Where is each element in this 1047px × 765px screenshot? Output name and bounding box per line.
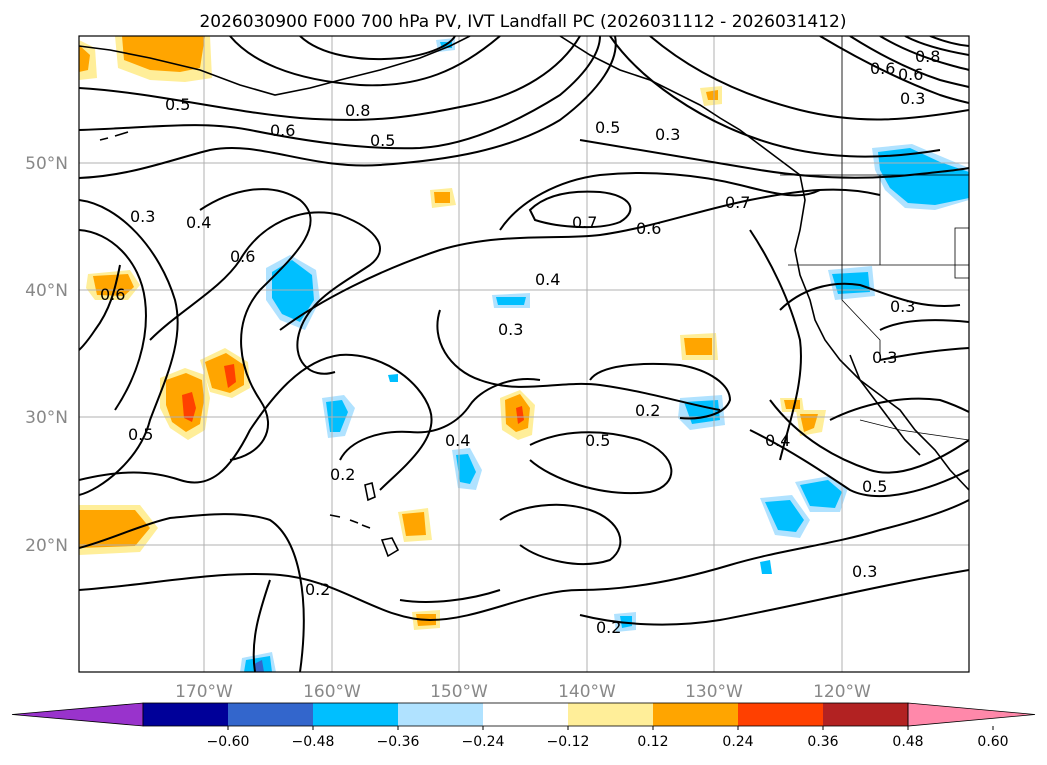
colorbar-extend-high <box>907 702 1036 727</box>
colorbar-tick-label: −0.60 <box>207 734 250 750</box>
lon-label: 170°W <box>175 682 233 702</box>
colorbar-segment <box>738 703 823 726</box>
colorbar-tick-label: −0.24 <box>462 734 505 750</box>
contour-label: 0.3 <box>872 348 897 367</box>
contour-label: 0.2 <box>635 401 660 420</box>
contour-label: 0.6 <box>870 59 895 78</box>
contour-label: 0.2 <box>330 465 355 484</box>
colorbar-tick-label: 0.36 <box>807 734 838 750</box>
contour-label: 0.5 <box>862 477 887 496</box>
colorbar-tick-label: 0.24 <box>722 734 753 750</box>
lon-label: 120°W <box>813 682 871 702</box>
colorbar-segment <box>143 703 228 726</box>
lat-label: 20°N <box>25 536 68 556</box>
lon-label: 150°W <box>430 682 488 702</box>
contour-label: 0.6 <box>100 285 125 304</box>
colorbar-segment <box>313 703 398 726</box>
figure-title: 2026030900 F000 700 hPa PV, IVT Landfall… <box>199 12 846 32</box>
colorbar-extend-low <box>11 702 144 727</box>
contour-label: 0.4 <box>445 431 470 450</box>
contour-label: 0.2 <box>305 580 330 599</box>
contour-label: 0.4 <box>186 213 211 232</box>
contour-label: 0.5 <box>595 118 620 137</box>
colorbar-tick-label: 0.60 <box>977 734 1008 750</box>
contour-label: 0.6 <box>636 219 661 238</box>
contour-label: 0.4 <box>535 270 560 289</box>
contour-label: 0.7 <box>572 213 597 232</box>
contour-label: 0.5 <box>128 425 153 444</box>
contour-label: 0.3 <box>890 297 915 316</box>
colorbar-segment <box>823 703 908 726</box>
contour-label: 0.3 <box>498 320 523 339</box>
colorbar-segment <box>568 703 653 726</box>
lat-labels: 50°N 40°N 30°N 20°N <box>25 154 68 556</box>
coastlines <box>79 36 969 558</box>
colorbar-tick-label: −0.36 <box>377 734 420 750</box>
contour-label: 0.8 <box>345 101 370 120</box>
contour-label: 0.6 <box>270 121 295 140</box>
colorbar-tick-label: −0.12 <box>547 734 590 750</box>
contour-label: 0.3 <box>852 562 877 581</box>
colorbar-segment <box>653 703 738 726</box>
colorbar-frame <box>142 702 909 727</box>
lat-label: 50°N <box>25 154 68 174</box>
colorbar-tick-label: −0.48 <box>292 734 335 750</box>
contour-label: 0.5 <box>165 95 190 114</box>
lon-labels: 170°W 160°W 150°W 140°W 130°W 120°W <box>175 682 871 702</box>
lon-label: 160°W <box>303 682 361 702</box>
contour-label: 0.8 <box>915 47 940 66</box>
contour-label: 0.5 <box>370 131 395 150</box>
contour-label: 0.7 <box>725 193 750 212</box>
map-frame <box>78 35 970 673</box>
contour-label: 0.6 <box>230 247 255 266</box>
map-panel: 0.5 0.6 0.8 0.5 0.5 0.3 0.8 0.6 0.6 0.3 … <box>79 36 969 672</box>
contour-label: 0.5 <box>585 431 610 450</box>
lat-label: 30°N <box>25 408 68 428</box>
colorbar-segment <box>483 703 568 726</box>
colorbar-tick-label: 0.12 <box>637 734 668 750</box>
contour-label: 0.6 <box>898 65 923 84</box>
ivt-contours <box>79 36 969 672</box>
lon-label: 130°W <box>685 682 743 702</box>
colorbar: −0.60 −0.48 −0.36 −0.24 −0.12 0.12 0.24 0.36 0.4… <box>11 702 1036 750</box>
colorbar-segment <box>398 703 483 726</box>
colorbar-tick-label: 0.48 <box>892 734 923 750</box>
contour-label: 0.4 <box>765 431 790 450</box>
colorbar-segment <box>228 703 313 726</box>
contour-label: 0.3 <box>655 125 680 144</box>
lat-label: 40°N <box>25 281 68 301</box>
contour-label: 0.2 <box>596 618 621 637</box>
lon-label: 140°W <box>558 682 616 702</box>
graticule <box>79 36 969 672</box>
contour-labels: 0.5 0.6 0.8 0.5 0.5 0.3 0.8 0.6 0.6 0.3 … <box>100 47 940 637</box>
contour-label: 0.3 <box>130 207 155 226</box>
contour-label: 0.3 <box>900 89 925 108</box>
